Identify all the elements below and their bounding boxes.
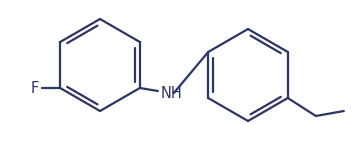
Text: NH: NH [161,86,183,101]
Text: F: F [31,81,39,96]
